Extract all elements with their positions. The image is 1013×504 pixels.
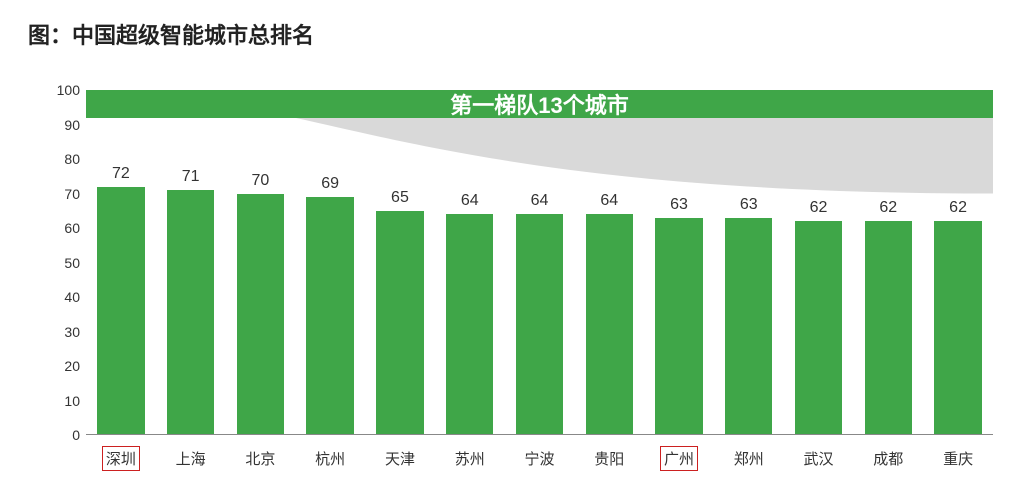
plot-area: 第一梯队13个城市 72717069656464646363626262 — [86, 90, 993, 435]
y-tick-label: 90 — [64, 117, 80, 133]
x-axis-line — [86, 434, 993, 435]
bar-value-label: 63 — [670, 196, 688, 214]
x-axis-label-text: 成都 — [870, 447, 906, 470]
bar-slot: 62 — [784, 90, 854, 435]
x-axis-label: 武汉 — [784, 447, 854, 470]
bar-value-label: 64 — [600, 192, 618, 210]
x-axis-label-highlighted: 深圳 — [102, 446, 140, 471]
x-axis-label: 贵阳 — [574, 447, 644, 470]
y-tick-label: 40 — [64, 289, 80, 305]
x-axis-labels: 深圳 上海 北京 杭州 天津 苏州 宁波 贵阳 广州 郑州 武汉 成都 重庆 — [86, 441, 993, 475]
bar-rect — [795, 221, 842, 435]
x-axis-label-text: 宁波 — [521, 447, 557, 470]
bar-rect — [97, 187, 144, 435]
y-axis: 0102030405060708090100 — [58, 90, 86, 435]
bar-value-label: 71 — [182, 168, 200, 186]
x-axis-label-highlighted: 广州 — [660, 446, 698, 471]
bar-rect — [237, 194, 284, 436]
x-axis-label: 郑州 — [714, 447, 784, 470]
x-axis-label: 广州 — [644, 446, 714, 471]
x-axis-label: 杭州 — [295, 447, 365, 470]
bar-rect — [725, 218, 772, 435]
bar-slot: 72 — [86, 90, 156, 435]
x-axis-label: 苏州 — [435, 447, 505, 470]
bar-rect — [865, 221, 912, 435]
bar-value-label: 64 — [531, 192, 549, 210]
bar-slot: 63 — [714, 90, 784, 435]
x-axis-label-text: 郑州 — [731, 447, 767, 470]
bar-value-label: 70 — [252, 172, 270, 190]
x-axis-label: 成都 — [853, 447, 923, 470]
bar-slot: 71 — [156, 90, 226, 435]
bar-slot: 65 — [365, 90, 435, 435]
y-tick-label: 80 — [64, 151, 80, 167]
y-tick-label: 20 — [64, 358, 80, 374]
bar-value-label: 72 — [112, 165, 130, 183]
bar-rect — [934, 221, 981, 435]
x-axis-label-text: 武汉 — [801, 447, 837, 470]
bar-slot: 64 — [435, 90, 505, 435]
chart-container: 0102030405060708090100 第一梯队13个城市 7271706… — [58, 90, 993, 475]
bar-rect — [586, 214, 633, 435]
chart-title: 图：中国超级智能城市总排名 — [0, 0, 1013, 50]
x-axis-label: 北京 — [226, 447, 296, 470]
bar-slot: 62 — [923, 90, 993, 435]
bar-slot: 70 — [226, 90, 296, 435]
bar-value-label: 62 — [949, 199, 967, 217]
bar-rect — [446, 214, 493, 435]
bar-value-label: 63 — [740, 196, 758, 214]
y-tick-label: 30 — [64, 324, 80, 340]
bar-slot: 62 — [853, 90, 923, 435]
bar-rect — [376, 211, 423, 435]
x-axis-label-text: 贵阳 — [591, 447, 627, 470]
bar-rect — [655, 218, 702, 435]
x-axis-label: 深圳 — [86, 446, 156, 471]
y-tick-label: 60 — [64, 220, 80, 236]
bar-slot: 64 — [574, 90, 644, 435]
bar-value-label: 65 — [391, 189, 409, 207]
x-axis-label-text: 苏州 — [452, 447, 488, 470]
bar-value-label: 62 — [810, 199, 828, 217]
x-axis-label-text: 重庆 — [940, 447, 976, 470]
x-axis-label-text: 上海 — [173, 447, 209, 470]
bar-value-label: 62 — [879, 199, 897, 217]
x-axis-label: 宁波 — [505, 447, 575, 470]
x-axis-label-text: 北京 — [242, 447, 278, 470]
x-axis-label: 上海 — [156, 447, 226, 470]
bar-slot: 69 — [295, 90, 365, 435]
bar-slot: 64 — [505, 90, 575, 435]
y-tick-label: 10 — [64, 393, 80, 409]
x-axis-label-text: 天津 — [382, 447, 418, 470]
x-axis-label: 重庆 — [923, 447, 993, 470]
bar-value-label: 64 — [461, 192, 479, 210]
y-tick-label: 100 — [57, 82, 80, 98]
bar-rect — [516, 214, 563, 435]
bar-rect — [306, 197, 353, 435]
y-tick-label: 0 — [72, 427, 80, 443]
x-axis-label: 天津 — [365, 447, 435, 470]
bars-group: 72 71 70 69 65 64 64 64 63 63 62 62 62 — [86, 90, 993, 435]
y-tick-label: 70 — [64, 186, 80, 202]
x-axis-label-text: 杭州 — [312, 447, 348, 470]
bar-slot: 63 — [644, 90, 714, 435]
bar-value-label: 69 — [321, 175, 339, 193]
bar-rect — [167, 190, 214, 435]
y-tick-label: 50 — [64, 255, 80, 271]
